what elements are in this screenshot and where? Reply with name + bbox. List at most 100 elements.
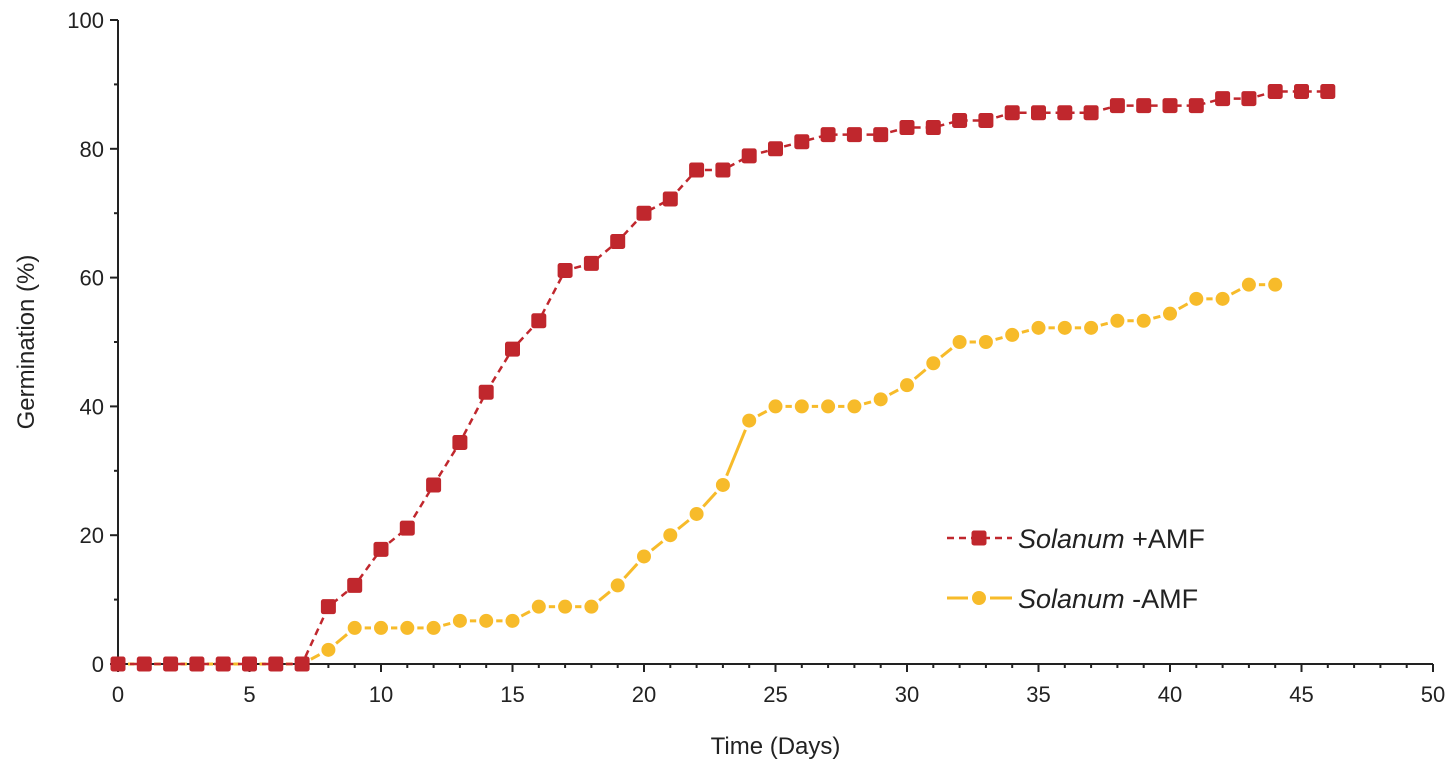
- data-point-plus-amf: [1188, 98, 1204, 114]
- data-point-minus-amf: [1057, 320, 1072, 335]
- data-point-minus-amf: [926, 356, 941, 371]
- x-tick-label: 10: [369, 682, 393, 707]
- series-line-segment-minus-amf: [310, 653, 321, 661]
- y-tick-label: 100: [67, 8, 104, 33]
- data-point-minus-amf: [637, 549, 651, 564]
- data-point-minus-amf: [742, 413, 757, 428]
- legend-label-italic: Solanum: [1018, 584, 1125, 614]
- data-point-plus-amf: [820, 127, 836, 143]
- data-point-minus-amf: [505, 613, 520, 628]
- data-point-minus-amf: [479, 613, 494, 628]
- data-point-plus-amf: [373, 541, 389, 557]
- data-point-minus-amf: [374, 620, 388, 635]
- data-point-plus-amf: [1267, 83, 1283, 99]
- data-point-plus-amf: [294, 656, 310, 672]
- data-point-minus-amf: [1215, 291, 1230, 306]
- data-point-minus-amf: [1110, 313, 1125, 328]
- y-tick-label: 0: [92, 652, 104, 677]
- series-line-segment-minus-amf: [888, 388, 899, 396]
- data-point-minus-amf: [321, 642, 336, 657]
- data-point-plus-amf: [320, 599, 336, 615]
- data-point-plus-amf: [531, 313, 547, 329]
- series-line-segment-minus-amf: [335, 633, 348, 645]
- data-point-plus-amf: [1057, 105, 1073, 121]
- series-line-segment-minus-amf: [650, 540, 664, 552]
- data-point-minus-amf: [558, 599, 573, 614]
- data-point-minus-amf: [900, 378, 914, 393]
- data-point-minus-amf: [1268, 277, 1283, 292]
- data-point-plus-amf: [1031, 105, 1046, 121]
- series-line-segment-minus-amf: [623, 562, 639, 580]
- data-point-minus-amf: [873, 392, 888, 407]
- data-point-plus-amf: [478, 384, 494, 400]
- legend-marker: [972, 591, 986, 605]
- data-point-plus-amf: [583, 255, 599, 271]
- series-plus-amf: [110, 83, 1336, 672]
- series-line-segment-minus-amf: [913, 368, 927, 380]
- series-line-segment-minus-amf: [725, 429, 747, 477]
- data-point-plus-amf: [846, 127, 862, 143]
- x-tick-label: 25: [763, 682, 787, 707]
- data-point-minus-amf: [347, 620, 362, 635]
- x-tick-label: 30: [895, 682, 919, 707]
- series-line-segment-minus-amf: [520, 610, 531, 618]
- data-point-plus-amf: [1215, 91, 1231, 107]
- x-tick-label: 0: [112, 682, 124, 707]
- data-point-plus-amf: [662, 191, 678, 207]
- data-point-plus-amf: [1083, 105, 1099, 121]
- data-point-plus-amf: [1294, 83, 1309, 99]
- data-point-plus-amf: [136, 656, 152, 672]
- data-point-plus-amf: [1004, 105, 1020, 121]
- data-point-plus-amf: [163, 656, 179, 672]
- data-point-minus-amf: [426, 620, 441, 635]
- series-line-segment-minus-amf: [1230, 288, 1241, 296]
- data-point-minus-amf: [1031, 320, 1046, 335]
- series-line-segment-minus-amf: [1100, 321, 1109, 327]
- data-point-plus-amf: [768, 141, 783, 157]
- series-line-segment-minus-amf: [1152, 314, 1161, 320]
- data-point-plus-amf: [610, 234, 626, 250]
- data-point-plus-amf: [952, 112, 968, 128]
- data-point-plus-amf: [505, 341, 520, 357]
- data-point-minus-amf: [1136, 313, 1151, 328]
- data-point-minus-amf: [1189, 291, 1204, 306]
- data-point-minus-amf: [847, 399, 862, 414]
- legend-label-suffix: +AMF: [1125, 524, 1205, 554]
- data-point-plus-amf: [557, 263, 573, 279]
- y-tick-label: 60: [80, 266, 104, 291]
- data-point-minus-amf: [663, 528, 678, 543]
- data-point-minus-amf: [584, 599, 599, 614]
- data-point-plus-amf: [426, 477, 442, 493]
- series-line-segment-minus-amf: [940, 347, 953, 359]
- data-point-plus-amf: [978, 112, 994, 128]
- data-point-minus-amf: [689, 506, 704, 521]
- data-point-plus-amf: [242, 656, 257, 672]
- data-point-plus-amf: [689, 162, 705, 178]
- x-tick-label: 35: [1026, 682, 1050, 707]
- data-point-minus-amf: [452, 613, 467, 628]
- x-tick-label: 40: [1158, 682, 1182, 707]
- data-point-minus-amf: [1084, 320, 1099, 335]
- data-point-plus-amf: [715, 162, 731, 178]
- data-point-plus-amf: [899, 120, 915, 136]
- data-point-minus-amf: [978, 335, 993, 349]
- data-point-minus-amf: [531, 599, 546, 614]
- series-line-segment-minus-amf: [757, 409, 768, 418]
- x-tick-label: 20: [632, 682, 656, 707]
- data-point-minus-amf: [1005, 327, 1020, 342]
- data-point-plus-amf: [399, 520, 415, 536]
- series-layer: [110, 83, 1336, 672]
- data-point-plus-amf: [925, 120, 941, 136]
- x-tick-label: 15: [500, 682, 524, 707]
- data-point-plus-amf: [1320, 83, 1336, 99]
- x-axis-title: Time (Days): [711, 733, 841, 760]
- data-point-plus-amf: [268, 656, 284, 672]
- data-point-minus-amf: [610, 578, 625, 593]
- data-point-plus-amf: [1109, 98, 1125, 114]
- data-point-minus-amf: [1241, 277, 1256, 292]
- data-point-minus-amf: [400, 620, 415, 635]
- data-point-minus-amf: [952, 335, 967, 349]
- series-line-segment-minus-amf: [863, 400, 872, 406]
- y-tick-label: 80: [80, 137, 104, 162]
